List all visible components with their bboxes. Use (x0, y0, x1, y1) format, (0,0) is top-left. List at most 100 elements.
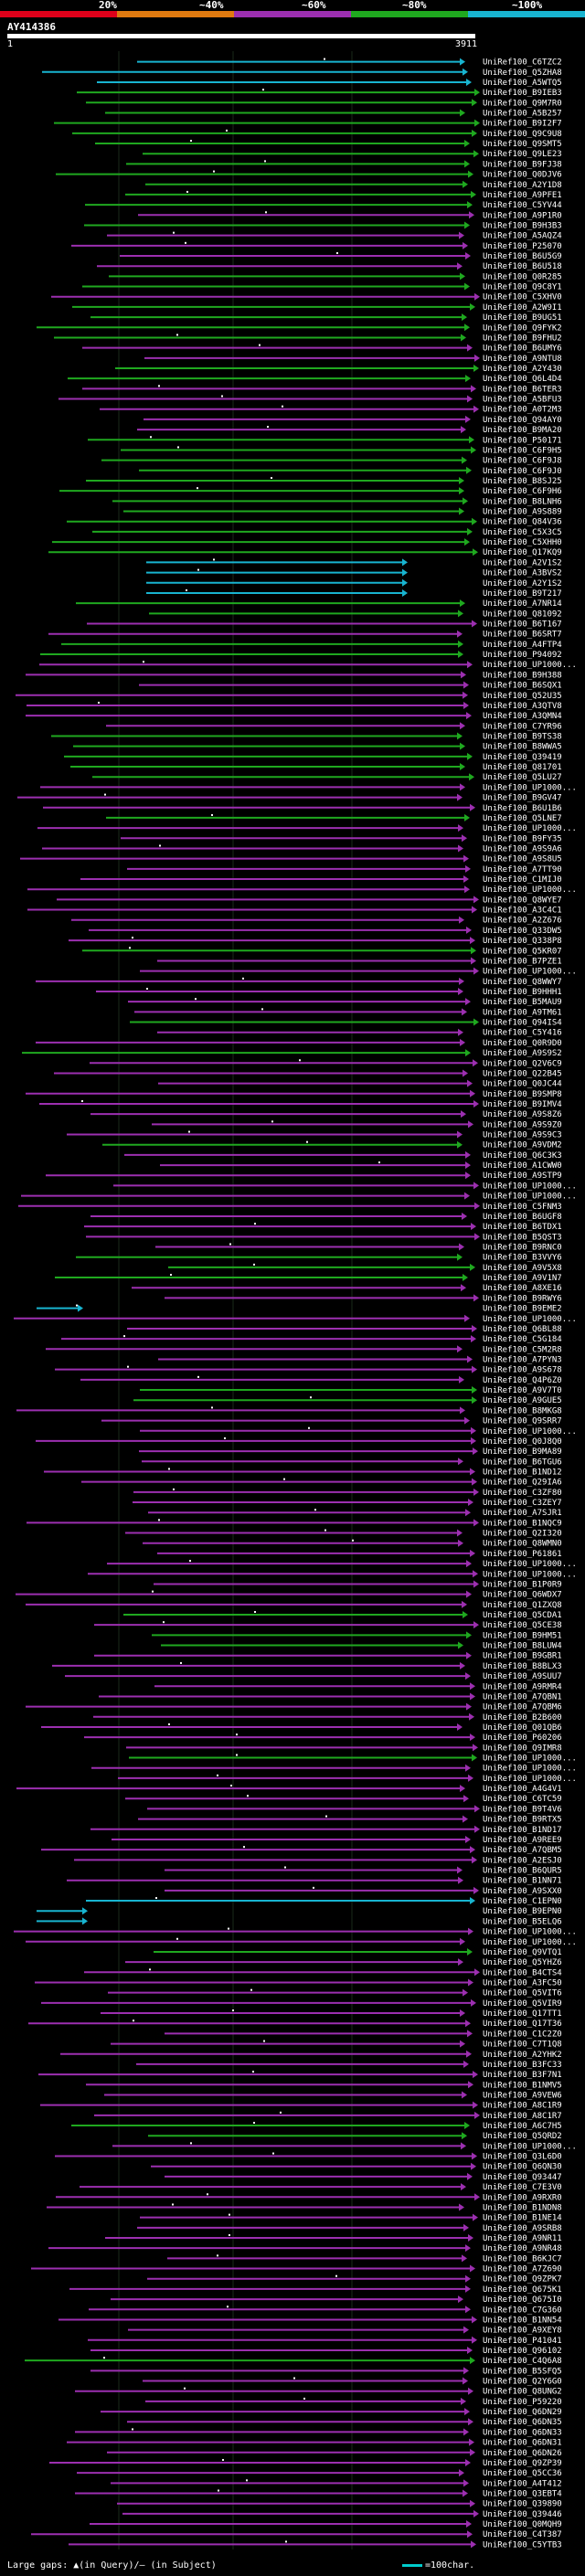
gaps-footnote: Large gaps: ▲(in Query)/– (in Subject) (7, 2560, 217, 2571)
hit-id-label: UniRef100_Q6L4D4 (483, 375, 562, 384)
hit-id-label: UniRef100_B8MKG8 (483, 1406, 562, 1415)
gap-marker (236, 1733, 238, 1736)
hit-id-label: UniRef100_A2YHK2 (483, 2051, 562, 2060)
hit-end-arrow-icon (474, 2193, 480, 2201)
hit-id-label: UniRef100_C5XHV0 (483, 293, 562, 302)
gap-marker (173, 231, 175, 234)
gap-marker (132, 937, 133, 939)
hit-end-arrow-icon (463, 2367, 469, 2375)
gap-marker (170, 1274, 172, 1277)
hit-id-label: UniRef100_Q9FYK2 (483, 323, 562, 333)
legend-color-swatch (0, 11, 117, 17)
hit-end-arrow-icon (459, 231, 464, 239)
scale-swatch-icon (402, 2563, 422, 2567)
hit-end-arrow-icon (464, 2408, 470, 2416)
hit-id-label: UniRef100_A9P1R0 (483, 211, 562, 220)
hit-id-label: UniRef100_A8C1R9 (483, 2102, 562, 2111)
hit-id-label: UniRef100_Q8UNG2 (483, 2388, 562, 2397)
hit-id-label: UniRef100_A5BFU3 (483, 396, 562, 405)
gap-marker (324, 1529, 326, 1532)
gap-marker (159, 844, 161, 847)
hit-id-label: UniRef100_P94092 (483, 651, 562, 660)
hit-id-label: UniRef100_Q93447 (483, 2173, 562, 2182)
hit-end-arrow-icon (474, 2111, 480, 2119)
hit-id-label: UniRef100_Q9ZPK7 (483, 2275, 562, 2284)
hit-end-arrow-icon (473, 405, 479, 413)
hit-id-label: UniRef100_UP1000... (483, 783, 577, 792)
hit-id-label: UniRef100_B6TDX1 (483, 1223, 562, 1232)
hit-end-arrow-icon (465, 2284, 471, 2293)
hit-end-arrow-icon (470, 937, 475, 945)
hit-end-arrow-icon (467, 2030, 473, 2038)
hit-end-arrow-icon (467, 2530, 473, 2539)
hit-id-label: UniRef100_C6F9J8 (483, 457, 562, 466)
hit-end-arrow-icon (460, 742, 465, 750)
hit-id-label: UniRef100_Q5CDA1 (483, 1611, 562, 1620)
hit-end-arrow-icon (463, 1274, 468, 1282)
scale-legend: =100char. (402, 2560, 474, 2571)
hit-id-label: UniRef100_C3ZEY7 (483, 1499, 562, 1508)
gap-marker (189, 1560, 191, 1563)
hit-id-label: UniRef100_C4Q6A8 (483, 2357, 562, 2366)
hit-id-label: UniRef100_Q6DN33 (483, 2428, 562, 2437)
hit-id-label: UniRef100_Q9C9U8 (483, 130, 562, 139)
hit-end-arrow-icon (467, 752, 473, 760)
hit-id-label: UniRef100_A7QBN1 (483, 1692, 562, 1701)
hit-id-label: UniRef100_Q8WWY7 (483, 978, 562, 987)
gap-marker (168, 1723, 170, 1725)
gap-marker (229, 1243, 231, 1246)
hit-id-label: UniRef100_B5MAU9 (483, 998, 562, 1007)
hit-id-label: UniRef100_Q29IA6 (483, 1479, 562, 1488)
hit-end-arrow-icon (402, 578, 408, 587)
hit-end-arrow-icon (474, 292, 480, 301)
hit-id-label: UniRef100_Q4P6Z0 (483, 1376, 562, 1385)
hit-id-label: UniRef100_A9S9Z0 (483, 1120, 562, 1129)
hit-id-label: UniRef100_Q8WMN0 (483, 1540, 562, 1549)
hit-end-arrow-icon (471, 1436, 476, 1445)
query-start-position: 1 (7, 39, 14, 49)
gap-marker (146, 988, 148, 990)
hit-id-label: UniRef100_B1ND17 (483, 1826, 562, 1835)
hit-end-arrow-icon (458, 1958, 463, 1966)
gap-marker (253, 2122, 255, 2125)
gap-marker (262, 89, 264, 91)
gap-marker (149, 1968, 151, 1971)
hit-end-arrow-icon (467, 1947, 473, 1956)
hit-id-label: UniRef100_Q5KR07 (483, 947, 562, 956)
hit-end-arrow-icon (460, 58, 465, 66)
hit-end-arrow-icon (464, 323, 470, 332)
hit-id-label: UniRef100_UP1000... (483, 661, 577, 670)
gap-marker (185, 241, 186, 244)
hit-end-arrow-icon (458, 1539, 463, 1547)
hit-end-arrow-icon (465, 1764, 471, 1772)
hit-id-label: UniRef100_Q2Y6G0 (483, 2378, 562, 2387)
hit-id-label: UniRef100_A2V1S2 (483, 558, 562, 567)
hit-id-label: UniRef100_Q6C3K3 (483, 1151, 562, 1161)
hit-id-label: UniRef100_Q2I320 (483, 1530, 562, 1539)
hit-id-label: UniRef100_Q338P8 (483, 937, 562, 946)
hit-id-label: UniRef100_B8LUW4 (483, 1642, 562, 1651)
hit-id-label: UniRef100_A9S9C3 (483, 1131, 562, 1140)
hit-end-arrow-icon (471, 1426, 476, 1435)
hit-end-arrow-icon (474, 89, 480, 97)
hit-end-arrow-icon (464, 1416, 470, 1425)
hit-id-label: UniRef100_A4T412 (483, 2479, 562, 2488)
gap-marker (150, 436, 152, 439)
gap-marker (293, 2377, 295, 2380)
hit-end-arrow-icon (462, 1008, 467, 1016)
gap-marker (180, 1661, 182, 1664)
hit-id-label: UniRef100_C5M2R8 (483, 1345, 562, 1354)
hit-id-label: UniRef100_C5Y416 (483, 1029, 562, 1038)
hit-id-label: UniRef100_B5ELQ6 (483, 1917, 562, 1926)
gap-marker (325, 1815, 327, 1818)
hit-id-label: UniRef100_A9S9A6 (483, 844, 562, 853)
hit-id-label: UniRef100_B8BLX3 (483, 1662, 562, 1671)
hit-end-arrow-icon (466, 1631, 472, 1639)
hit-end-arrow-icon (472, 1856, 477, 1864)
hit-end-arrow-icon (457, 630, 463, 638)
query-id: AY414386 (7, 21, 56, 33)
hit-id-label: UniRef100_B9TS38 (483, 732, 562, 741)
gap-marker (308, 1426, 310, 1429)
hit-id-label: UniRef100_B9MA20 (483, 426, 562, 435)
gap-marker (261, 1008, 263, 1011)
